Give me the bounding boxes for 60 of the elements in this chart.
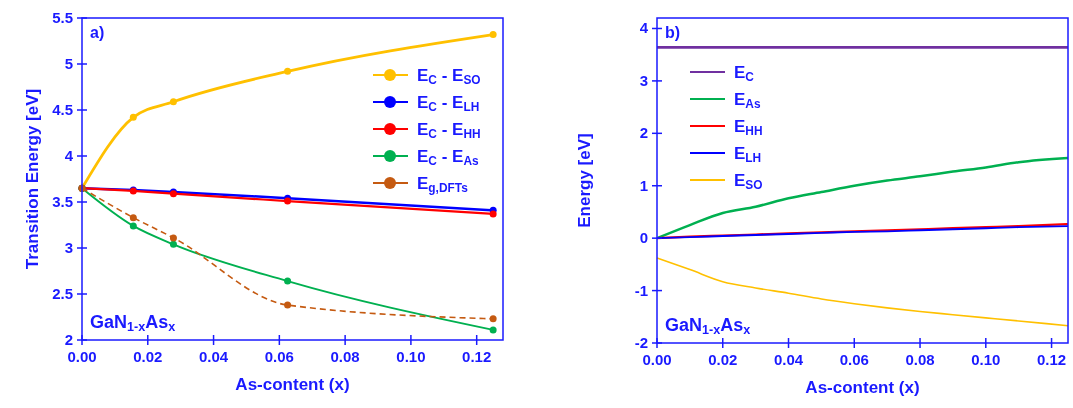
y-tick-label: 5 [64, 55, 73, 72]
y-tick-label: 2 [64, 331, 73, 348]
x-tick-label: 0.12 [462, 348, 492, 365]
annotation: GaN$_{1-x}$As$_{x}$ [90, 312, 176, 335]
y-tick-label: 3 [639, 71, 648, 89]
x-tick-label: 0.00 [67, 348, 97, 365]
legend-label: E$_{g,DFTs}$ [417, 174, 469, 195]
x-tick-label: 0.12 [1036, 351, 1067, 368]
legend-label: E$_{As}$ [734, 90, 761, 111]
y-axis-title: Energy [eV] [575, 133, 594, 228]
x-tick-label: 0.08 [905, 351, 935, 368]
x-tick-label: 0.08 [330, 348, 360, 365]
y-tick-label: 2 [639, 124, 648, 142]
point [169, 240, 177, 248]
x-tick-label: 0.10 [971, 351, 1001, 368]
point [129, 214, 137, 222]
x-tick-label: 0.10 [396, 348, 426, 365]
x-tick-label: 0.04 [198, 348, 229, 365]
y-tick-label: 5.5 [52, 9, 73, 26]
y-tick-label: 2.5 [52, 285, 73, 302]
y-tick-label: 1 [639, 176, 648, 194]
x-tick-label: 0.06 [264, 348, 294, 365]
point [284, 301, 292, 309]
y-axis-title: Transition Energy [eV] [23, 88, 42, 270]
y-tick-label: 4 [64, 147, 74, 164]
x-tick-label: 0.00 [642, 351, 672, 368]
point [129, 113, 137, 121]
point [489, 315, 497, 323]
y-tick-label: 3 [64, 239, 73, 256]
legend-label: E$_{C}$ - E$_{LH}$ [417, 93, 480, 114]
point [284, 67, 292, 75]
y-tick-label: 4 [639, 19, 649, 37]
y-tick-label: 0 [639, 229, 648, 247]
y-tick-label: -1 [634, 281, 648, 299]
x-axis-title: As-content (x) [805, 378, 920, 397]
point [169, 234, 177, 242]
legend-label: E$_{LH}$ [734, 144, 762, 165]
x-tick-label: 0.02 [133, 348, 163, 365]
annotation: a) [90, 24, 105, 41]
point [169, 98, 177, 106]
annotation: b) [665, 24, 681, 41]
legend-label: E$_{SO}$ [734, 171, 763, 192]
point [489, 31, 497, 39]
x-axis-title: As-content (x) [235, 375, 350, 394]
point [489, 326, 497, 334]
x-tick-label: 0.04 [773, 351, 804, 368]
x-tick-label: 0.06 [839, 351, 869, 368]
y-tick-label: -2 [634, 334, 648, 351]
point [284, 277, 292, 285]
y-tick-label: 4.5 [52, 101, 73, 118]
y-tick-label: 3.5 [52, 193, 73, 210]
x-tick-label: 0.02 [708, 351, 738, 368]
legend-label: E$_{C}$ - E$_{As}$ [417, 147, 479, 168]
legend-label: E$_{C}$ [734, 63, 755, 84]
point [489, 210, 497, 218]
annotation: GaN$_{1-x}$As$_{x}$ [665, 315, 751, 338]
legend-label: E$_{C}$ - E$_{HH}$ [417, 120, 481, 141]
legend-label: E$_{C}$ - E$_{SO}$ [417, 66, 481, 87]
point [129, 222, 137, 230]
legend-label: E$_{HH}$ [734, 117, 763, 138]
